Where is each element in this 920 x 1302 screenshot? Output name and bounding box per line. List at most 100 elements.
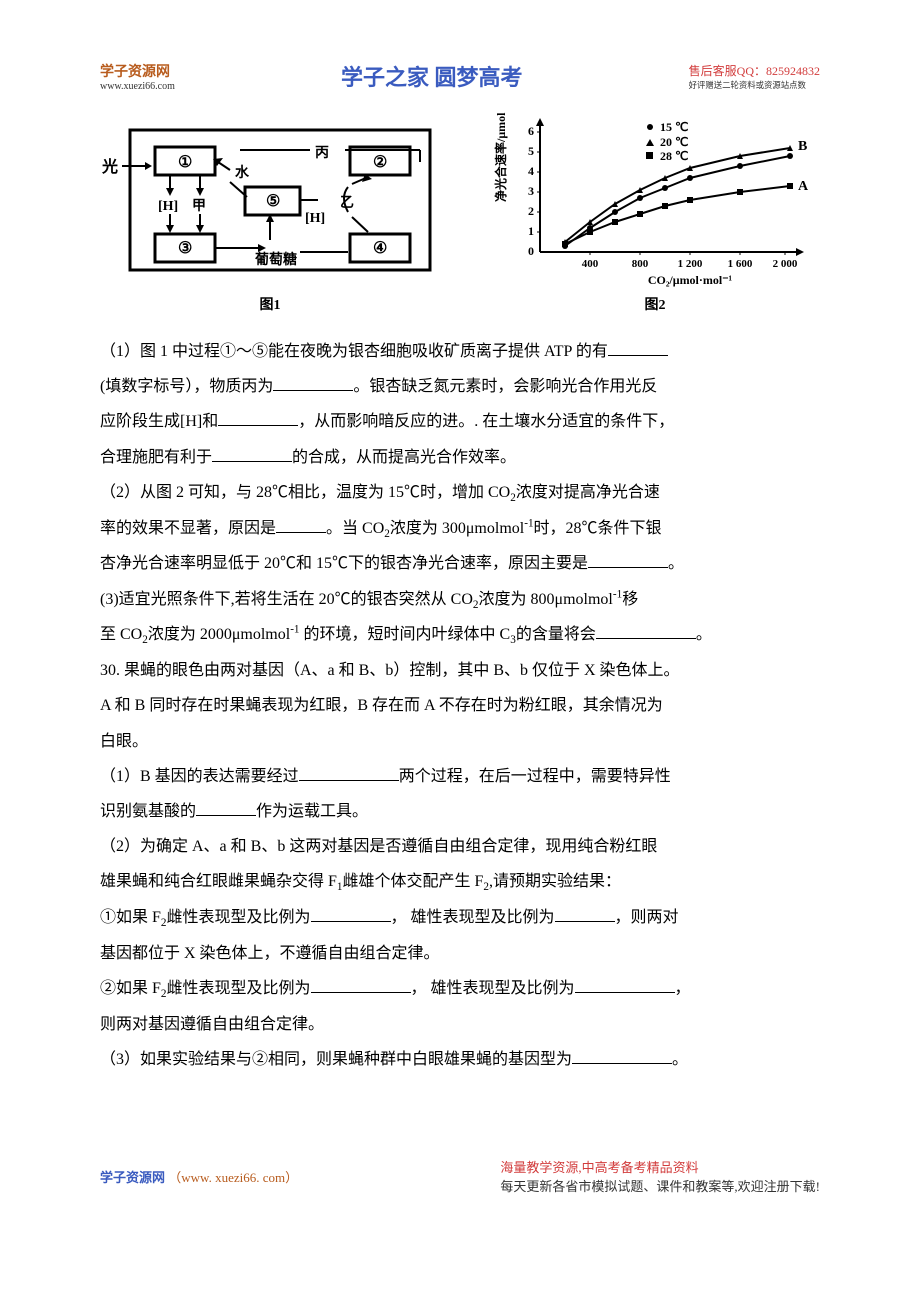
q2-text: 杏净光合速率明显低于 20℃和 15℃下的银杏净光合速率，原因主要是 (100, 555, 588, 572)
q30-text: 雌雄个体交配产生 F (343, 873, 484, 890)
svg-text:[H]: [H] (158, 199, 178, 214)
q2-text: （2）从图 2 可知，与 28℃相比，温度为 15℃时，增加 CO (100, 484, 510, 501)
svg-text:丙: 丙 (315, 145, 329, 161)
q30-text: 识别氨基酸的 (100, 803, 196, 820)
svg-text:0: 0 (528, 244, 534, 258)
header-right: 售后客服QQ：825924832 好评赠送二轮资料或资源站点数 (689, 62, 820, 91)
footer-site-url: （www. xuezi66. com） (168, 1170, 298, 1185)
q2-text: 浓度对提高净光合速 (516, 484, 660, 501)
q30-text: 雄果蝇和纯合红眼雌果蝇杂交得 F (100, 873, 337, 890)
blank (575, 976, 675, 993)
q30-text: 则两对基因遵循自由组合定律。 (100, 1007, 820, 1042)
header-title: 学子之家 圆梦高考 (341, 60, 523, 92)
q3-text: 浓度为 2000μmolmol (148, 626, 290, 643)
q3-text: 移 (622, 591, 638, 608)
figure-1-label: 图1 (100, 294, 440, 314)
blank (273, 374, 353, 391)
light-label: 光 (101, 157, 118, 176)
svg-text:2 000: 2 000 (773, 258, 798, 270)
q30-text: ， (675, 980, 691, 997)
q30-text: ②如果 F (100, 980, 161, 997)
q30-text: （3）如果实验结果与②相同，则果蝇种群中白眼雄果蝇的基因型为 (100, 1051, 572, 1068)
svg-text:5: 5 (528, 144, 534, 158)
q3-text: (3)适宜光照条件下,若将生活在 20℃的银杏突然从 CO (100, 591, 473, 608)
svg-text:15 ℃: 15 ℃ (660, 120, 688, 134)
diagram-svg: 光 ① [H] 甲 ③ 水 ⑤ (100, 122, 440, 292)
q3-text: 的环境，短时间内叶绿体中 C (300, 626, 511, 643)
q2-text: 率的效果不显著，原因是 (100, 520, 276, 537)
q1-text: (填数字标号），物质丙为 (100, 378, 273, 395)
footer-tagline-1: 海量教学资源,中高考备考精品资料 (500, 1157, 820, 1176)
svg-text:1 600: 1 600 (728, 258, 753, 270)
svg-text:6: 6 (528, 124, 534, 138)
q1-text: 的合成，从而提高光合作效率。 (292, 449, 516, 466)
blank (196, 799, 256, 816)
svg-text:800: 800 (632, 258, 649, 270)
q1-text: 应阶段生成[H]和 (100, 413, 218, 430)
svg-text:甲: 甲 (192, 198, 206, 214)
footer-right: 海量教学资源,中高考备考精品资料 每天更新各省市模拟试题、课件和教案等,欢迎注册… (500, 1157, 820, 1195)
q30-text: （2）为确定 A、a 和 B、b 这两对基因是否遵循自由组合定律，现用纯合粉红眼 (100, 829, 820, 864)
q30-text: 两个过程，在后一过程中，需要特异性 (399, 768, 671, 785)
svg-text:28 ℃: 28 ℃ (660, 149, 688, 163)
footer-site-name: 学子资源网 (100, 1170, 165, 1185)
svg-text:[H]: [H] (305, 211, 325, 226)
q30-text: ,请预期实验结果： (489, 873, 621, 890)
page-footer: 学子资源网 （www. xuezi66. com） 海量教学资源,中高考备考精品… (100, 1157, 820, 1195)
q30-intro2: A 和 B 同时存在时果蝇表现为红眼，B 存在而 A 不存在时为粉红眼，其余情况… (100, 688, 820, 723)
blank (311, 905, 391, 922)
blank (218, 409, 298, 426)
svg-text:4: 4 (528, 164, 534, 178)
svg-text:1: 1 (528, 224, 534, 238)
page-header: 学子资源网 www.xuezi66.com 学子之家 圆梦高考 售后客服QQ：8… (100, 60, 820, 92)
svg-text:①: ① (178, 154, 192, 171)
figure-2-label: 图2 (490, 294, 820, 314)
q30-text: 。 (672, 1051, 688, 1068)
site-url: www.xuezi66.com (100, 81, 175, 92)
q2-text: 。 (668, 555, 684, 572)
chart-svg: 0 1 2 3 4 5 6 400 800 1 200 1 600 2 000 (490, 112, 820, 292)
blank (608, 339, 668, 356)
q2-text: 时，28℃条件下银 (534, 520, 662, 537)
svg-text:3: 3 (528, 184, 534, 198)
svg-text:③: ③ (178, 240, 192, 257)
q30-text: ，则两对 (615, 909, 679, 926)
figures-row: 光 ① [H] 甲 ③ 水 ⑤ (100, 112, 820, 314)
body-text: （1）图 1 中过程①～⑤能在夜晚为银杏细胞吸收矿质离子提供 ATP 的有 (填… (100, 334, 820, 1077)
q30-text: ， 雄性表现型及比例为 (391, 909, 555, 926)
q3-text: 。 (696, 626, 712, 643)
q30-text: （1）B 基因的表达需要经过 (100, 768, 299, 785)
q2-text: 浓度为 300μmolmol (390, 520, 524, 537)
blank (299, 764, 399, 781)
blank (572, 1047, 672, 1064)
svg-text:2: 2 (528, 204, 534, 218)
contact-sub: 好评赠送二轮资料或资源站点数 (689, 79, 820, 91)
q30-intro3: 白眼。 (100, 724, 820, 759)
svg-text:葡萄糖: 葡萄糖 (254, 251, 297, 268)
svg-text:A: A (798, 179, 809, 194)
svg-text:B: B (798, 139, 807, 154)
svg-text:400: 400 (582, 258, 599, 270)
q30-text: ， 雄性表现型及比例为 (411, 980, 575, 997)
q1-text: 。银杏缺乏氮元素时，会影响光合作用光反 (353, 378, 657, 395)
q3-text: 至 CO (100, 626, 142, 643)
blank (588, 551, 668, 568)
header-left: 学子资源网 www.xuezi66.com (100, 61, 175, 92)
page: 学子资源网 www.xuezi66.com 学子之家 圆梦高考 售后客服QQ：8… (0, 0, 920, 1235)
svg-text:CO₂/μmol·mol⁻¹: CO₂/μmol·mol⁻¹ (648, 273, 733, 287)
q1-text: ，从而影响暗反应的进。. 在土壤水分适宜的条件下， (298, 413, 674, 430)
svg-text:④: ④ (373, 240, 387, 257)
figure-1: 光 ① [H] 甲 ③ 水 ⑤ (100, 122, 440, 314)
q30-text: 雌性表现型及比例为 (167, 980, 311, 997)
svg-text:净光合速率/μmol·m⁻²·h⁻¹: 净光合速率/μmol·m⁻²·h⁻¹ (493, 112, 508, 202)
q30-intro1: 30. 果蝇的眼色由两对基因（A、a 和 B、b）控制，其中 B、b 仅位于 X… (100, 653, 820, 688)
q30-text: ①如果 F (100, 909, 161, 926)
svg-text:⑤: ⑤ (266, 193, 280, 210)
blank (212, 445, 292, 462)
site-name: 学子资源网 (100, 65, 170, 80)
q3-text: 浓度为 800μmolmol (478, 591, 612, 608)
q30-text: 基因都位于 X 染色体上，不遵循自由组合定律。 (100, 936, 820, 971)
blank (276, 516, 326, 533)
blank (596, 622, 696, 639)
q30-text: 雌性表现型及比例为 (167, 909, 311, 926)
